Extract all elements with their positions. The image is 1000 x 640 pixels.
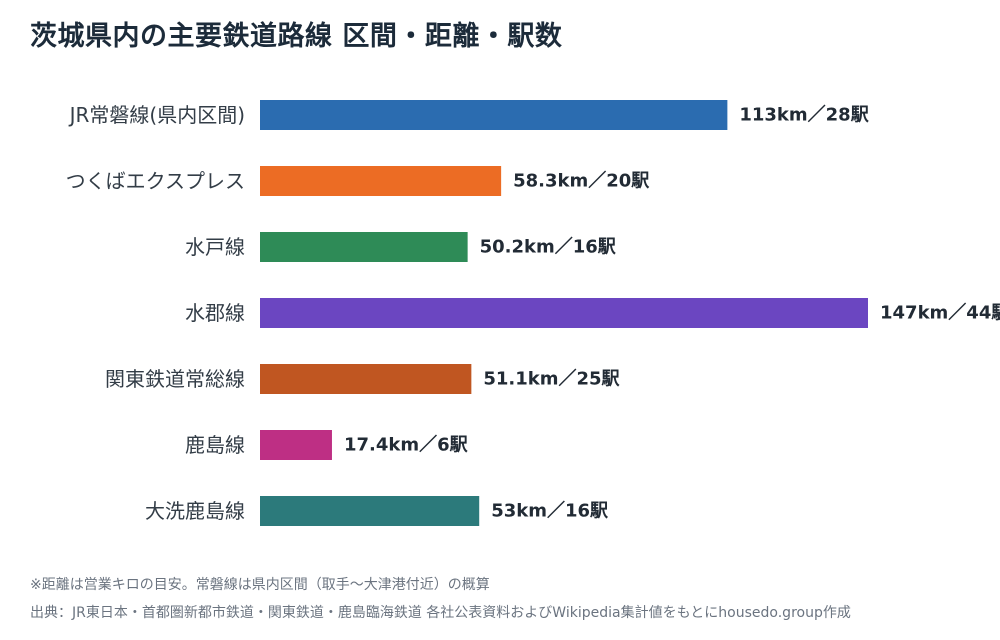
- bar: [260, 364, 472, 394]
- data-label: 53km／16駅: [491, 501, 609, 522]
- bar: [260, 166, 502, 196]
- data-label: 147km／44駅: [880, 303, 1000, 324]
- chart-title: 茨城県内の主要鉄道路線 区間・距離・駅数: [30, 21, 563, 52]
- source-note: 出典：JR東日本・首都圏新都市鉄道・関東鉄道・鹿島臨海鉄道 各社公表資料およびW…: [30, 605, 851, 621]
- bar: [260, 298, 868, 328]
- category-label: 関東鉄道常総線: [105, 367, 245, 391]
- footnote: ※距離は営業キロの目安。常磐線は県内区間（取手〜大津港付近）の概算: [30, 577, 490, 593]
- bar: [260, 430, 332, 460]
- category-label: 水郡線: [185, 301, 245, 325]
- data-label: 51.1km／25駅: [483, 369, 620, 390]
- category-label: 鹿島線: [185, 433, 245, 457]
- bar: [260, 496, 480, 526]
- category-label: 水戸線: [185, 235, 245, 259]
- bar: [260, 232, 468, 262]
- category-label: つくばエクスプレス: [66, 169, 245, 193]
- category-label: 大洗鹿島線: [145, 499, 245, 523]
- category-label: JR常磐線(県内区間): [68, 103, 245, 127]
- bar: [260, 100, 728, 130]
- data-label: 17.4km／6駅: [344, 435, 469, 456]
- data-label: 113km／28駅: [739, 105, 869, 126]
- data-label: 50.2km／16駅: [480, 237, 617, 258]
- data-label: 58.3km／20駅: [513, 171, 650, 192]
